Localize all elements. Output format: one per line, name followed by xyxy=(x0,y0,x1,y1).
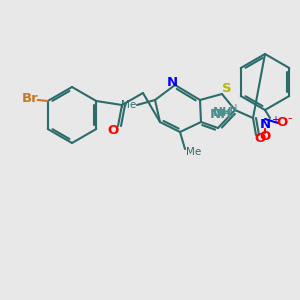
Text: NH: NH xyxy=(210,109,232,122)
Text: Br: Br xyxy=(21,92,38,106)
Text: Me: Me xyxy=(186,147,202,157)
Text: O: O xyxy=(276,116,288,130)
Text: +: + xyxy=(271,115,279,125)
Text: H: H xyxy=(230,104,238,114)
Text: -: - xyxy=(288,112,292,125)
Text: O: O xyxy=(107,124,118,137)
Text: Me: Me xyxy=(122,100,136,110)
Text: NH: NH xyxy=(213,106,233,118)
Text: N: N xyxy=(260,118,271,130)
Text: 2: 2 xyxy=(229,108,235,118)
Text: O: O xyxy=(254,133,266,146)
Text: O: O xyxy=(260,130,271,143)
Text: S: S xyxy=(222,82,232,94)
Text: N: N xyxy=(167,76,178,88)
